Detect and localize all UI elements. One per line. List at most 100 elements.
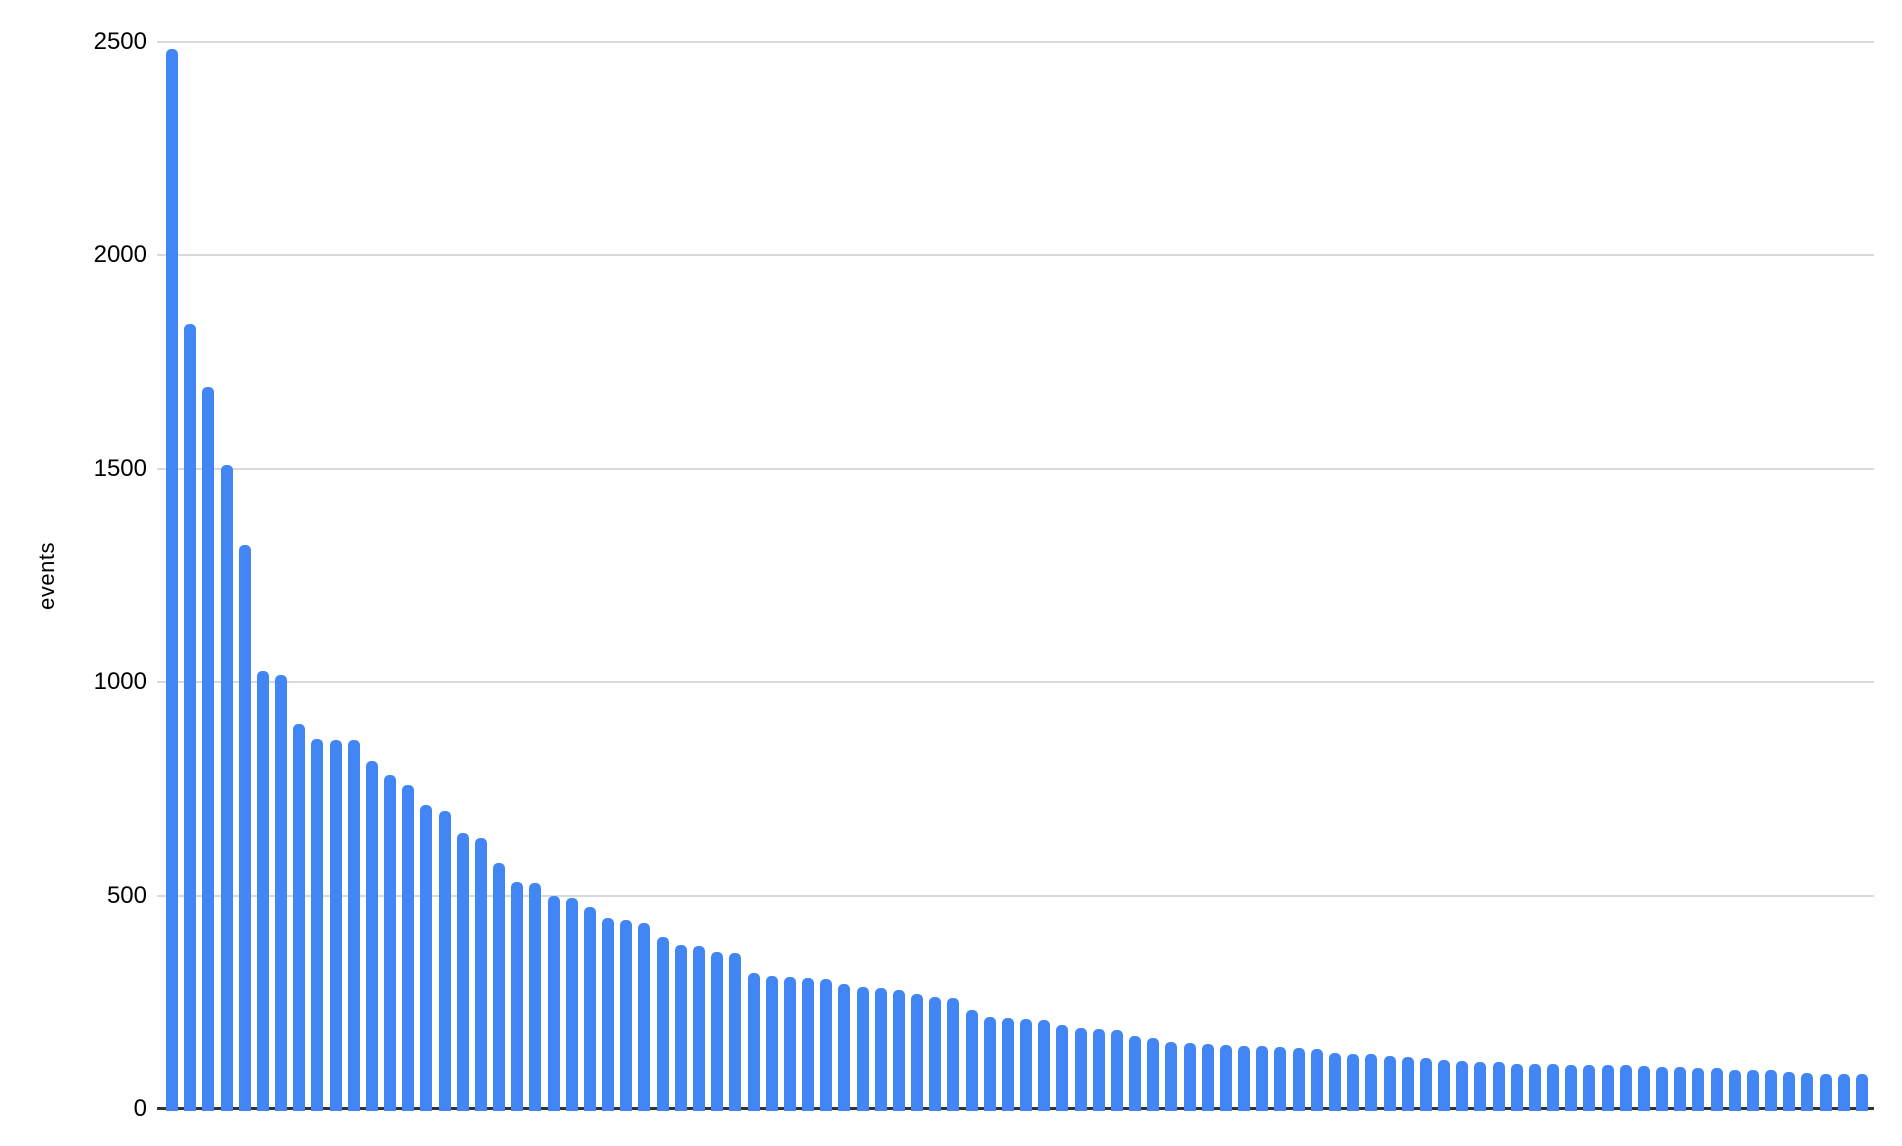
bar [293,724,306,1111]
bar [1583,1065,1596,1111]
bar [275,675,288,1111]
bar [1855,1074,1868,1111]
y-tick-label: 500 [106,881,147,909]
bar [1783,1071,1796,1111]
bar [620,919,633,1111]
bar [965,1009,978,1111]
bar [1038,1020,1051,1111]
y-tick-label: 2500 [93,28,147,55]
bar [166,49,178,1111]
bar [565,898,578,1111]
bar [238,545,251,1111]
bar [911,994,924,1111]
bar [820,979,833,1111]
bar [1183,1042,1196,1111]
bar [1601,1065,1614,1111]
bar [347,740,360,1111]
bar [1056,1024,1069,1111]
bar [384,775,397,1111]
bar [402,784,415,1111]
bar [711,951,724,1111]
bar [202,387,215,1111]
bar [1347,1053,1360,1111]
bar [456,833,469,1111]
bar [838,983,851,1111]
bar [783,977,796,1111]
bar [1765,1070,1778,1111]
gridline [157,254,1874,257]
bar [1256,1046,1269,1111]
bar [1292,1047,1305,1111]
bar [1565,1064,1578,1111]
plot-area [157,41,1874,1111]
bar [1401,1056,1414,1111]
bar [220,465,233,1111]
bars [157,42,1874,1111]
bar [493,863,506,1111]
bar [1020,1018,1033,1111]
bar [184,324,197,1111]
bar [1438,1059,1451,1111]
bar [1329,1053,1341,1111]
bar [1619,1065,1632,1111]
bar [1656,1066,1669,1111]
bar [1674,1067,1687,1111]
bar [1201,1044,1214,1111]
bar [438,811,451,1111]
bar [583,907,596,1111]
y-axis-ticks: 0 500 1000 1500 2000 2500 [0,28,147,1122]
bar [1801,1073,1814,1111]
bar [1165,1042,1178,1111]
bar [1456,1061,1469,1111]
bar [1692,1068,1705,1111]
bar [983,1017,996,1111]
gridline [157,681,1874,684]
bar [1147,1038,1160,1111]
bar [529,883,542,1111]
bar [1710,1068,1723,1111]
bar [311,738,324,1111]
bar [511,881,524,1111]
bar [1528,1063,1541,1111]
bar [1238,1045,1251,1111]
bar [1746,1069,1759,1111]
bar [929,997,942,1111]
y-tick-label: 1500 [93,454,147,482]
bar [1310,1048,1323,1111]
bar [602,918,615,1111]
gridline [157,41,1874,43]
bar [747,972,760,1111]
bar [1383,1056,1396,1111]
y-tick-label: 0 [133,1095,147,1122]
bar [1547,1064,1560,1111]
bar [1001,1017,1014,1111]
bar [638,922,651,1111]
bar [892,989,905,1111]
bar [656,937,669,1111]
gridline [157,467,1874,470]
bar [420,805,433,1111]
y-tick-label: 2000 [93,241,147,269]
bar [474,837,487,1111]
bar [1474,1062,1487,1111]
bar [692,945,705,1111]
y-tick-label: 1000 [93,668,147,696]
bar [1219,1044,1232,1111]
bar [1819,1073,1832,1111]
bar [365,760,378,1111]
bar [329,739,342,1111]
bar [856,986,869,1111]
bar [1419,1058,1432,1111]
bar [674,945,687,1111]
bar [1110,1030,1123,1111]
bar [1365,1054,1378,1111]
bar [1129,1036,1142,1111]
bar [947,998,960,1111]
x-axis-line [157,1107,1874,1110]
bar [547,896,560,1111]
bar [1092,1029,1105,1111]
bar [1492,1062,1505,1111]
bar [256,671,269,1111]
bar [1074,1028,1087,1111]
